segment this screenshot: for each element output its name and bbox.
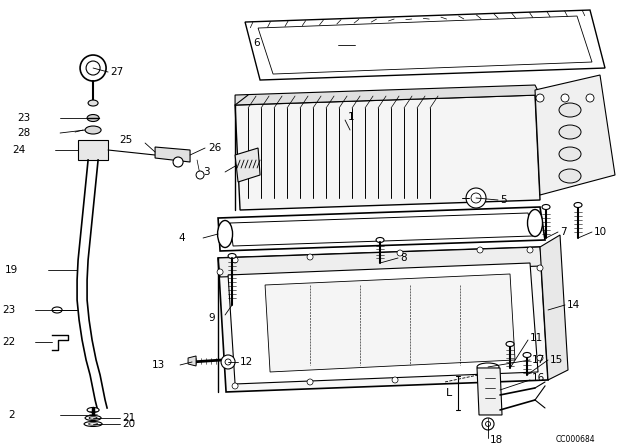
Text: 23: 23 (2, 305, 15, 315)
Circle shape (217, 269, 223, 275)
Text: 3: 3 (204, 167, 210, 177)
Circle shape (537, 265, 543, 271)
Circle shape (307, 379, 313, 385)
Circle shape (392, 377, 398, 383)
Text: 12: 12 (240, 357, 253, 367)
Text: CC000684: CC000684 (556, 435, 595, 444)
Text: 15: 15 (550, 355, 563, 365)
Text: 13: 13 (152, 360, 165, 370)
Text: 22: 22 (2, 337, 15, 347)
Ellipse shape (87, 408, 99, 413)
Circle shape (173, 157, 183, 167)
Text: L: L (446, 388, 452, 398)
Circle shape (466, 188, 486, 208)
Circle shape (307, 254, 313, 260)
Polygon shape (235, 95, 540, 210)
Text: 10: 10 (594, 227, 607, 237)
Circle shape (537, 355, 543, 361)
Circle shape (86, 61, 100, 75)
Text: 18: 18 (490, 435, 503, 445)
Polygon shape (258, 16, 592, 74)
Ellipse shape (542, 204, 550, 210)
Ellipse shape (85, 415, 101, 421)
Text: 11: 11 (530, 333, 543, 343)
Ellipse shape (559, 147, 581, 161)
Text: 17: 17 (532, 355, 545, 365)
Text: 21: 21 (122, 413, 135, 423)
Text: 1: 1 (348, 112, 355, 122)
Circle shape (482, 418, 494, 430)
Ellipse shape (506, 341, 514, 346)
Circle shape (80, 55, 106, 81)
Text: 14: 14 (567, 300, 580, 310)
Text: 27: 27 (110, 67, 124, 77)
Text: 20: 20 (122, 419, 135, 429)
Ellipse shape (477, 363, 499, 371)
Polygon shape (188, 356, 196, 366)
Text: 4: 4 (179, 233, 185, 243)
Ellipse shape (527, 210, 543, 237)
Text: 25: 25 (119, 135, 132, 145)
Polygon shape (245, 10, 605, 80)
Ellipse shape (574, 202, 582, 207)
Polygon shape (218, 247, 548, 392)
Ellipse shape (89, 417, 97, 419)
Ellipse shape (87, 115, 99, 121)
Ellipse shape (84, 422, 102, 426)
Text: 9: 9 (209, 313, 215, 323)
Text: 23: 23 (17, 113, 30, 123)
Circle shape (397, 250, 403, 256)
Ellipse shape (559, 169, 581, 183)
Text: 5: 5 (500, 195, 507, 205)
Circle shape (586, 94, 594, 102)
Polygon shape (540, 235, 568, 380)
Ellipse shape (52, 307, 62, 313)
Polygon shape (228, 263, 538, 384)
Circle shape (225, 359, 231, 365)
Circle shape (221, 355, 235, 369)
Text: 26: 26 (208, 143, 221, 153)
Circle shape (486, 422, 490, 426)
Ellipse shape (559, 103, 581, 117)
Polygon shape (78, 140, 108, 160)
Circle shape (232, 257, 238, 263)
Polygon shape (230, 213, 533, 246)
Text: 24: 24 (12, 145, 25, 155)
Text: 8: 8 (400, 253, 406, 263)
Ellipse shape (88, 423, 97, 425)
Polygon shape (535, 75, 615, 195)
Polygon shape (477, 368, 502, 415)
Polygon shape (235, 148, 260, 182)
Ellipse shape (376, 237, 384, 242)
Circle shape (527, 247, 533, 253)
Text: 2: 2 (8, 410, 15, 420)
Ellipse shape (228, 254, 236, 258)
Ellipse shape (523, 353, 531, 358)
Circle shape (477, 247, 483, 253)
Text: 28: 28 (17, 128, 30, 138)
Text: 16: 16 (532, 373, 545, 383)
Polygon shape (218, 207, 545, 251)
Ellipse shape (559, 125, 581, 139)
Circle shape (196, 171, 204, 179)
Ellipse shape (218, 220, 232, 247)
Ellipse shape (85, 126, 101, 134)
Text: 19: 19 (5, 265, 18, 275)
Circle shape (561, 94, 569, 102)
Circle shape (471, 193, 481, 203)
Polygon shape (155, 147, 190, 162)
Text: 7: 7 (560, 227, 566, 237)
Circle shape (477, 372, 483, 378)
Polygon shape (265, 274, 515, 372)
Text: 6: 6 (253, 38, 260, 48)
Circle shape (536, 94, 544, 102)
Circle shape (232, 383, 238, 389)
Ellipse shape (88, 100, 98, 106)
Polygon shape (218, 247, 542, 277)
Polygon shape (235, 85, 540, 105)
